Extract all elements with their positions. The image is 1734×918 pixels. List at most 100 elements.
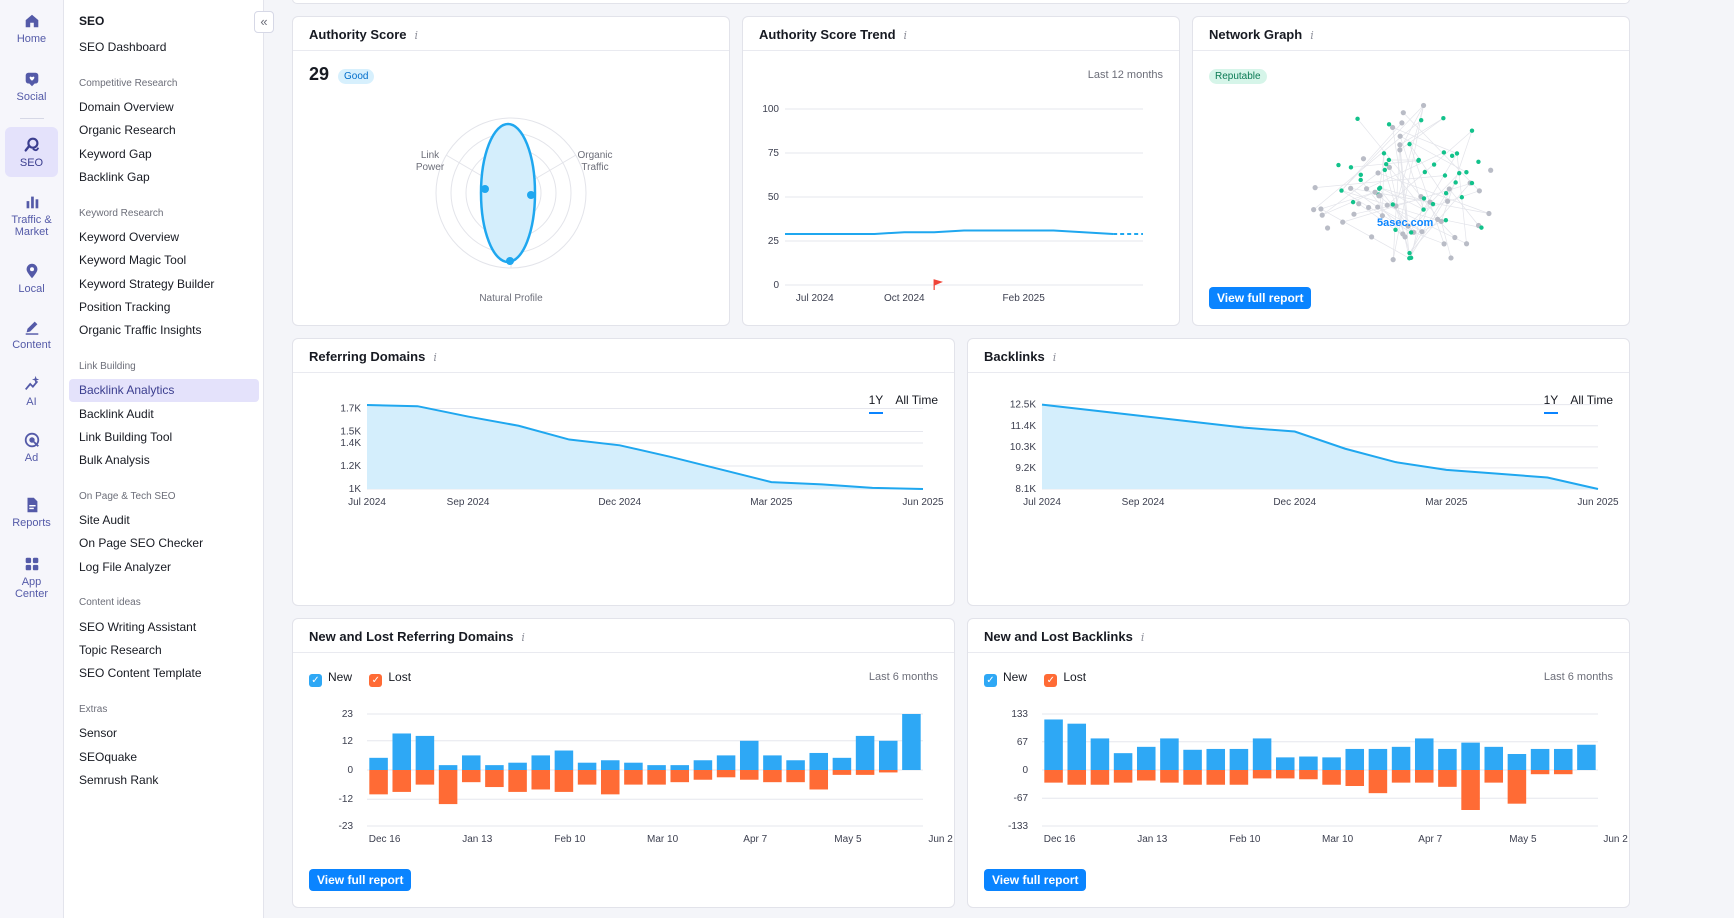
collapse-sidebar-button[interactable]: « [254, 11, 274, 33]
rail-content[interactable]: Content [5, 318, 58, 351]
sidebar-item[interactable]: SEO Writing Assistant [79, 620, 197, 634]
y-tick-label: -133 [1008, 821, 1028, 832]
legend-lost-checkbox[interactable]: ✓ Lost [369, 670, 411, 687]
bar-new [1484, 746, 1504, 770]
sidebar-item[interactable]: SEOquake [79, 750, 138, 764]
rail-ai[interactable]: AI [5, 375, 58, 408]
network-edge [1399, 117, 1444, 146]
chart-legend: ✓ New ✓ Lost [984, 670, 1100, 687]
radar-point-organic-traffic [527, 191, 535, 199]
apps-icon [25, 557, 38, 571]
bar-lost [1160, 770, 1179, 783]
info-icon[interactable]: i [521, 631, 525, 644]
info-icon[interactable]: i [903, 29, 908, 42]
rail-local[interactable]: Local [5, 262, 58, 295]
sidebar-item[interactable]: Bulk Analysis [79, 453, 150, 467]
rail-seo[interactable]: SEO [5, 127, 58, 177]
tab-1y[interactable]: 1Y [1543, 393, 1559, 414]
sidebar-item[interactable]: Link Building Tool [79, 430, 173, 444]
network-node [1311, 207, 1317, 213]
rail-app-center[interactable]: App Center [5, 555, 58, 600]
sidebar-item[interactable]: Keyword Gap [79, 147, 152, 161]
legend-new-checkbox[interactable]: ✓ New [984, 670, 1027, 687]
sidebar-item[interactable]: Keyword Magic Tool [79, 253, 187, 267]
info-icon[interactable]: i [433, 351, 437, 364]
tab-1y[interactable]: 1Y [868, 393, 884, 414]
sidebar-item[interactable]: Organic Research [79, 123, 176, 137]
sidebar-item[interactable]: On Page SEO Checker [79, 536, 204, 550]
card-title: Authority Score i [309, 27, 419, 42]
network-edge [1377, 206, 1423, 233]
x-tick-label: Oct 2024 [884, 293, 925, 304]
rail-ad[interactable]: Ad [5, 431, 58, 464]
bar-lost [1067, 770, 1087, 785]
rail-home[interactable]: Home [5, 12, 58, 45]
sidebar-item[interactable]: Topic Research [79, 643, 162, 657]
network-node [1376, 186, 1382, 191]
network-node [1358, 172, 1364, 178]
status-badge: Reputable [1209, 69, 1267, 84]
sidebar-item[interactable]: Sensor [79, 726, 118, 740]
view-full-report-button[interactable]: View full report [309, 869, 412, 891]
network-graph[interactable] [1293, 77, 1513, 307]
network-node [1356, 201, 1362, 207]
network-node [1355, 116, 1360, 122]
y-tick-label: 8.1K [1015, 484, 1036, 495]
network-node [1486, 210, 1492, 217]
tab-all-time[interactable]: All Time [1570, 393, 1613, 407]
info-icon[interactable]: i [1310, 29, 1314, 42]
rail-traffic-market[interactable]: Traffic & Market [5, 193, 58, 238]
network-edge [1315, 175, 1446, 188]
network-edge [1341, 122, 1403, 191]
network-node [1386, 164, 1392, 170]
sidebar-item[interactable]: Backlink Gap [79, 170, 150, 184]
rail-reports[interactable]: Reports [5, 496, 58, 529]
bar-new [1183, 749, 1202, 770]
sidebar-item[interactable]: Keyword Overview [79, 230, 180, 244]
sidebar-item[interactable]: SEO Content Template [79, 666, 202, 680]
network-edge [1379, 187, 1424, 210]
sidebar-item[interactable]: Backlink Audit [79, 407, 154, 421]
rail-social[interactable]: Social [5, 70, 58, 103]
authority-score-value: 29 [309, 64, 330, 84]
sidebar-item[interactable]: Keyword Strategy Builder [79, 277, 215, 291]
network-edge [1382, 153, 1385, 216]
bar-lost [1368, 770, 1388, 794]
info-icon[interactable]: i [1140, 631, 1145, 644]
sidebar-item-seo-dashboard[interactable]: SEO Dashboard [79, 40, 167, 54]
sidebar-item[interactable]: Site Audit [79, 513, 130, 527]
bar-lost [1507, 770, 1527, 804]
legend-lost-checkbox[interactable]: ✓ Lost [1044, 670, 1086, 687]
y-tick-label: 75 [768, 148, 780, 159]
sidebar-item[interactable]: Organic Traffic Insights [79, 323, 202, 337]
sidebar-item-backlink-analytics[interactable]: Backlink Analytics [69, 379, 259, 402]
view-full-report-button[interactable]: View full report [984, 869, 1087, 891]
bar-new [1345, 748, 1365, 770]
legend-new-checkbox[interactable]: ✓ New [309, 670, 352, 687]
sidebar-item[interactable]: Domain Overview [79, 100, 174, 114]
network-edge [1377, 172, 1490, 214]
network-edge [1321, 172, 1379, 216]
x-tick-label: Jul 2024 [1023, 497, 1061, 508]
backlinks-chart: 8.1K 9.2K 10.3K 11.4K 12.5K Jul 2024 Sep 2024 D… [1010, 400, 1619, 508]
sidebar-section-title: Competitive Research [79, 78, 178, 89]
info-icon[interactable]: i [414, 29, 419, 42]
bar-lost [415, 770, 435, 785]
y-tick-label: 100 [762, 104, 779, 115]
x-tick-label: Jan 13 [1137, 834, 1167, 845]
sidebar-item[interactable]: Log File Analyzer [79, 560, 172, 574]
bar-new [647, 765, 666, 770]
network-node [1369, 234, 1375, 240]
bar-new [577, 762, 597, 770]
bar-new [716, 755, 736, 770]
y-tick-label: 9.2K [1015, 463, 1036, 474]
bar-lost [1322, 770, 1341, 785]
network-node [1476, 159, 1481, 164]
view-full-report-button[interactable]: View full report [1209, 287, 1312, 309]
tab-all-time[interactable]: All Time [895, 393, 938, 407]
x-tick-label: Dec 16 [369, 834, 401, 845]
sidebar-item[interactable]: Semrush Rank [79, 773, 159, 787]
info-icon[interactable]: i [1052, 351, 1057, 364]
authority-trend-chart: 0 25 50 75 100 Jul 2024 Oct 2024 Feb 2025 [762, 104, 1143, 304]
sidebar-item[interactable]: Position Tracking [79, 300, 171, 314]
